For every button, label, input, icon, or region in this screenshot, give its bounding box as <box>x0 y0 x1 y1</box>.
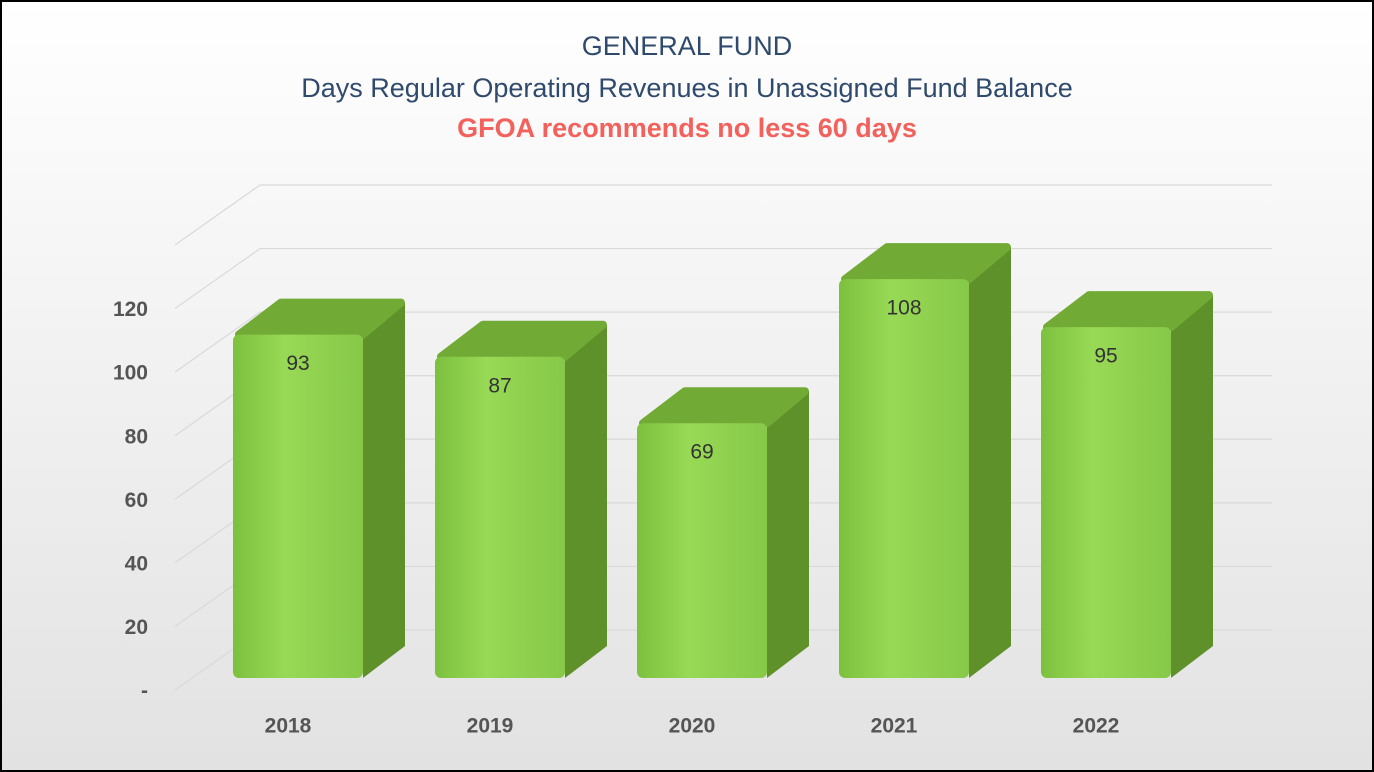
bar-top <box>841 243 1011 284</box>
bar-front <box>839 279 969 678</box>
x-tick-label: 2019 <box>467 715 514 738</box>
y-tick-label: 20 <box>125 616 148 639</box>
value-label: 87 <box>488 374 511 397</box>
chart-subtitle: Days Regular Operating Revenues in Unass… <box>301 73 1072 103</box>
x-tick-label: 2020 <box>669 715 716 738</box>
x-tick-label: 2021 <box>871 715 918 738</box>
bar-side <box>767 391 809 678</box>
bar-front <box>1041 327 1171 678</box>
bar-front <box>637 423 767 678</box>
bar-top <box>437 320 607 361</box>
y-tick-label: - <box>141 680 148 703</box>
bar <box>435 320 607 678</box>
bar-front <box>233 334 363 678</box>
bar <box>637 387 809 678</box>
grid-line <box>174 184 1272 246</box>
value-label: 69 <box>690 441 713 464</box>
y-tick-label: 120 <box>113 298 148 321</box>
chart-title: GENERAL FUND <box>582 31 793 61</box>
bar <box>839 243 1011 678</box>
bar-side <box>565 324 607 678</box>
bar-top <box>235 298 405 339</box>
value-label: 95 <box>1094 345 1117 368</box>
y-tick-label: 100 <box>113 362 148 385</box>
value-label: 108 <box>886 297 921 320</box>
y-tick-label: 40 <box>125 552 148 575</box>
bar <box>233 298 405 678</box>
bar-side <box>969 247 1011 678</box>
bar-side <box>1171 295 1213 678</box>
x-tick-label: 2018 <box>265 715 312 738</box>
y-tick-label: 60 <box>125 489 148 512</box>
bar-front <box>435 356 565 678</box>
bar-side <box>363 302 405 678</box>
value-label: 93 <box>286 352 309 375</box>
annotation: GFOA recommends no less 60 days <box>457 113 917 143</box>
bar <box>1041 291 1213 678</box>
x-tick-label: 2022 <box>1073 715 1120 738</box>
y-tick-label: 80 <box>125 425 148 448</box>
